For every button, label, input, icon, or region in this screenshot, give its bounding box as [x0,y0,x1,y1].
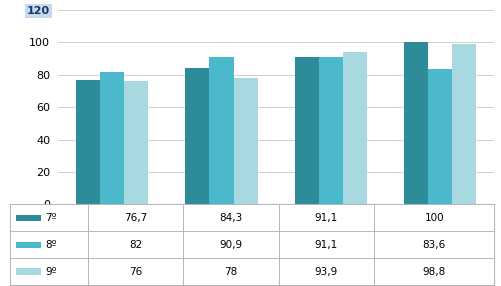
Bar [318,57,342,204]
Text: 90,9: 90,9 [219,240,242,250]
Bar [88,204,183,231]
Text: 93,9: 93,9 [314,267,337,277]
Text: 8º: 8º [45,240,57,250]
Bar [185,68,209,204]
Bar [373,231,493,258]
Text: 78: 78 [224,267,237,277]
Bar [294,57,318,204]
Bar [100,72,124,204]
Bar [183,258,278,285]
Bar [88,258,183,285]
Bar [403,42,427,204]
Text: 100: 100 [423,213,443,223]
Bar [278,231,373,258]
Text: 98,8: 98,8 [422,267,445,277]
Text: 9º: 9º [45,267,57,277]
FancyBboxPatch shape [10,204,493,285]
Text: 91,1: 91,1 [314,240,337,250]
Bar [451,44,475,204]
Bar [10,258,88,285]
Bar [10,231,88,258]
Bar [76,80,100,204]
Text: 84,3: 84,3 [219,213,242,223]
Bar [278,258,373,285]
Bar [16,242,41,248]
Bar [183,231,278,258]
Bar [124,81,148,204]
Text: 91,1: 91,1 [314,213,337,223]
Bar [373,204,493,231]
Text: 7º: 7º [45,213,57,223]
Bar [427,69,451,204]
Bar [342,52,366,204]
Bar [373,258,493,285]
Text: 82: 82 [129,240,142,250]
Bar [16,269,41,275]
Bar [16,214,41,221]
Bar [10,204,88,231]
Bar [209,57,233,204]
Text: 76: 76 [129,267,142,277]
Bar [278,204,373,231]
Text: 76,7: 76,7 [124,213,147,223]
Text: 83,6: 83,6 [422,240,445,250]
Bar [233,78,257,204]
Bar [183,204,278,231]
Bar [88,231,183,258]
